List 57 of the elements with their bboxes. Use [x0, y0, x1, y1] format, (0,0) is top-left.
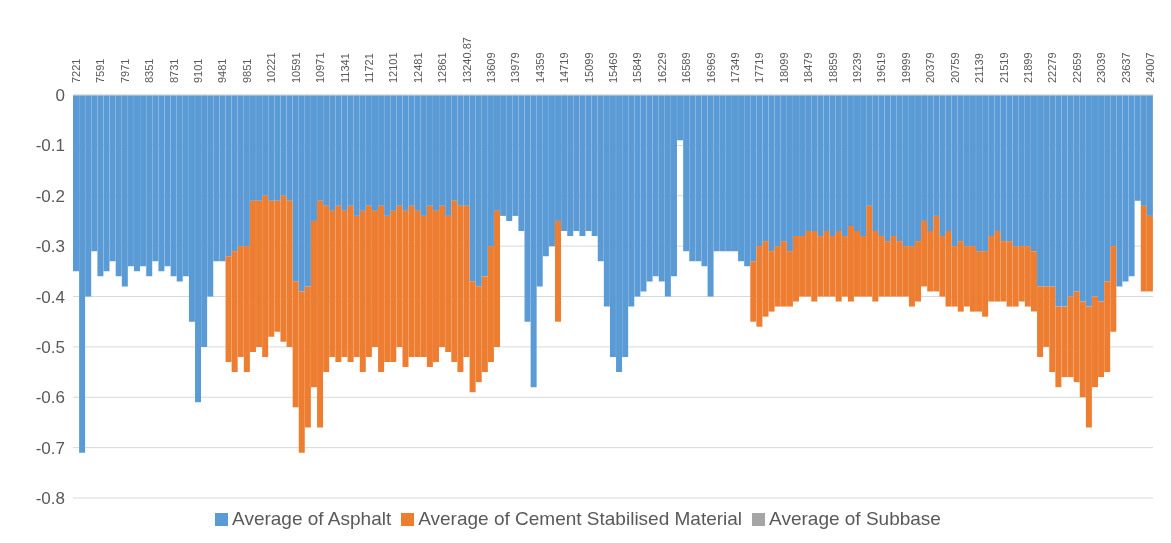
x-tick-label: 16589 [680, 52, 693, 83]
x-tick-label: 11721 [362, 53, 375, 83]
x-tick-label: 12481 [411, 52, 424, 83]
x-tick-label: 21899 [1021, 52, 1034, 83]
x-tick-label: 9101 [192, 58, 205, 83]
x-tick-label: 12101 [387, 52, 400, 83]
x-tick-label: 7971 [118, 58, 131, 83]
x-tick-label: 15099 [582, 52, 595, 83]
x-tick-label: 22659 [1070, 52, 1083, 83]
x-tick-label: 9481 [216, 58, 229, 83]
x-tick-label: 13609 [484, 52, 497, 83]
x-tick-label: 19619 [875, 52, 888, 83]
y-tick-label: -0.8 [35, 489, 65, 509]
legend-label: Average of Subbase [769, 508, 941, 529]
x-tick-label: 10591 [289, 52, 302, 83]
x-tick-label: 16229 [655, 52, 668, 83]
y-tick-label: -0.6 [35, 388, 65, 408]
x-tick-label: 18099 [777, 52, 790, 83]
x-tick-label: 15469 [607, 52, 619, 83]
x-tick-label: 21139 [973, 53, 986, 83]
x-tick-label: 9851 [240, 58, 253, 83]
y-tick-label: -0.5 [35, 337, 65, 357]
y-tick-label: 0 [55, 86, 65, 106]
x-tick-label: 21519 [997, 52, 1010, 83]
x-tick-label: 19239 [851, 52, 864, 83]
x-tick-label: 16969 [704, 52, 717, 83]
x-tick-label: 14359 [533, 52, 546, 83]
x-tick-label: 10971 [314, 52, 327, 83]
y-tick-label: -0.7 [35, 438, 65, 458]
x-tick-label: 13979 [509, 52, 522, 83]
x-tick-label: 23637 [1119, 52, 1132, 83]
x-tick-label: 17349 [729, 52, 742, 83]
x-tick-label: 22279 [1046, 52, 1059, 83]
x-tick-label: 12861 [436, 52, 449, 83]
x-tick-label: 8731 [167, 58, 180, 83]
x-tick-label: 24007 [1143, 52, 1156, 83]
y-tick-label: -0.1 [35, 136, 65, 156]
y-tick-label: -0.3 [35, 237, 65, 257]
x-tick-label: 15849 [631, 52, 644, 83]
x-tick-label: 14719 [558, 52, 571, 83]
x-tick-label: 23039 [1095, 52, 1108, 83]
x-tick-label: 8351 [143, 58, 156, 83]
legend-label: Average of Asphalt [232, 508, 392, 529]
y-tick-label: -0.4 [35, 287, 65, 307]
x-tick-label: 10221 [265, 52, 278, 83]
x-tick-label: 20379 [924, 52, 937, 83]
legend-label: Average of Cement Stabilised Material [418, 508, 743, 529]
x-tick-label: 7221 [70, 58, 83, 83]
y-tick-label: -0.2 [35, 186, 65, 206]
x-tick-label: 7591 [94, 58, 107, 83]
x-tick-label: 18479 [802, 52, 815, 83]
x-tick-label: 11341 [338, 53, 351, 83]
x-tick-label: 17719 [753, 52, 766, 83]
x-tick-label: 20759 [948, 52, 961, 83]
x-tick-label: 18859 [826, 52, 839, 83]
x-tick-label: 19999 [899, 52, 912, 83]
x-tick-label: 13240.87 [460, 37, 473, 83]
